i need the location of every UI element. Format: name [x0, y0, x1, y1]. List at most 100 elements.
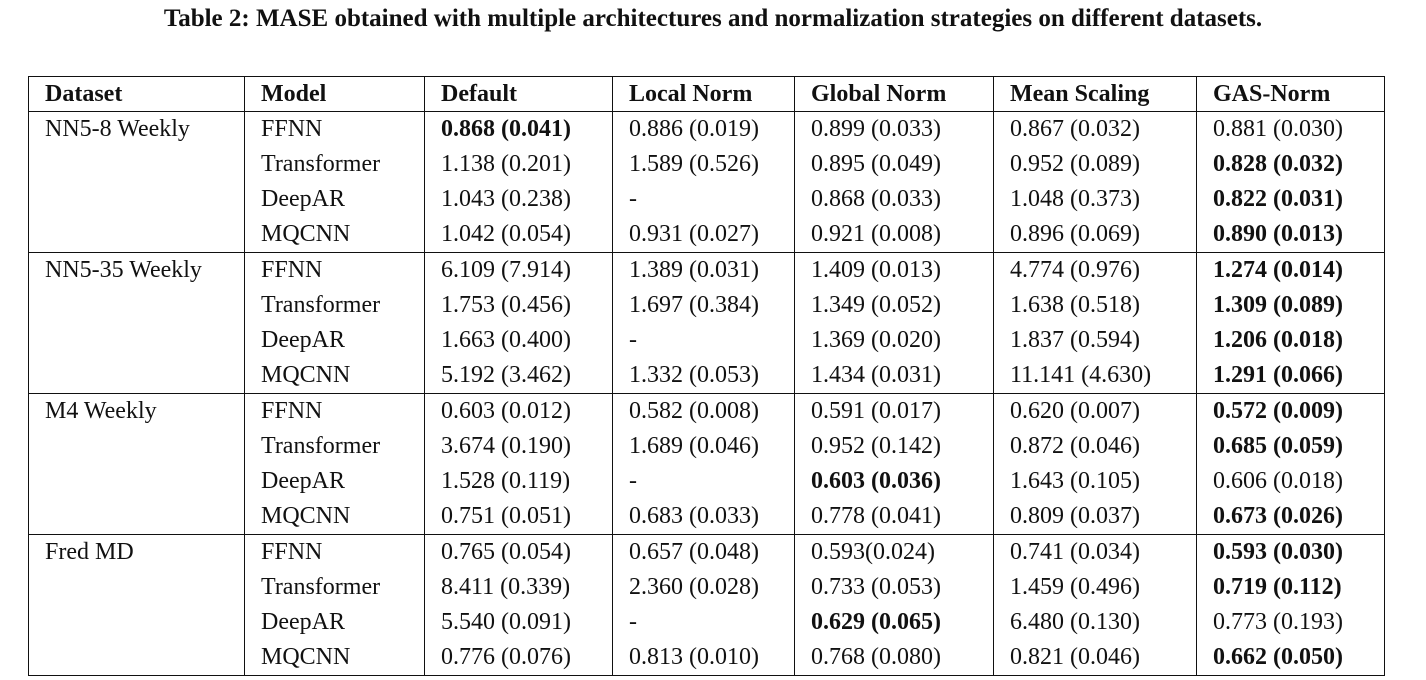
value-cell: 1.663 (0.400): [424, 323, 613, 358]
table-row: Transformer 1.138 (0.201) 1.589 (0.526) 0.8…: [28, 147, 1385, 182]
value-cell: 0.921 (0.008): [794, 217, 994, 253]
model-cell: FFNN: [244, 534, 425, 570]
value-cell: 0.931 (0.027): [612, 217, 795, 253]
table-row: DeepAR 1.663 (0.400) -1.369 (0.020) 1.837 (…: [28, 323, 1385, 358]
value-cell: 0.809 (0.037): [993, 499, 1197, 535]
value-cell: 1.589 (0.526): [612, 147, 795, 182]
dataset-cell: [28, 429, 245, 464]
value-cell: 0.768 (0.080): [794, 640, 994, 676]
header-dataset: Dataset: [28, 76, 245, 112]
value-cell: 11.141 (4.630): [993, 358, 1197, 394]
table-row: M4 Weekly FFNN 0.603 (0.012) 0.582 (0.008) 0…: [28, 393, 1385, 429]
value-cell: 0.952 (0.089): [993, 147, 1197, 182]
value-cell: 1.528 (0.119): [424, 464, 613, 499]
value-cell: 0.867 (0.032): [993, 111, 1197, 147]
table-row: NN5-8 Weekly FFNN 0.868 (0.041) 0.886 (0.01…: [28, 111, 1385, 147]
value-cell: 1.459 (0.496): [993, 570, 1197, 605]
dataset-cell: [28, 605, 245, 640]
dataset-cell: NN5-35 Weekly: [28, 252, 245, 288]
model-cell: DeepAR: [244, 323, 425, 358]
table-row: DeepAR 1.043 (0.238) -0.868 (0.033) 1.048 (…: [28, 182, 1385, 217]
value-cell: -: [612, 464, 795, 499]
value-cell: 0.603 (0.012): [424, 393, 613, 429]
value-cell: 0.582 (0.008): [612, 393, 795, 429]
value-cell: 0.868 (0.033): [794, 182, 994, 217]
value-cell: 1.291 (0.066): [1196, 358, 1385, 394]
value-cell: 1.837 (0.594): [993, 323, 1197, 358]
table-row: Fred MD FFNN 0.765 (0.054) 0.657 (0.048) 0.5…: [28, 534, 1385, 570]
value-cell: 0.776 (0.076): [424, 640, 613, 676]
model-cell: FFNN: [244, 111, 425, 147]
value-cell: 2.360 (0.028): [612, 570, 795, 605]
value-cell: 0.572 (0.009): [1196, 393, 1385, 429]
value-cell: 1.643 (0.105): [993, 464, 1197, 499]
header-gas-norm: GAS-Norm: [1196, 76, 1385, 112]
dataset-cell: [28, 147, 245, 182]
dataset-cell: [28, 499, 245, 535]
value-cell: 0.673 (0.026): [1196, 499, 1385, 535]
table-row: MQCNN 1.042 (0.054) 0.931 (0.027) 0.921 (0.…: [28, 217, 1385, 253]
value-cell: 5.192 (3.462): [424, 358, 613, 394]
dataset-cell: [28, 323, 245, 358]
value-cell: -: [612, 323, 795, 358]
table-row: Transformer 1.753 (0.456) 1.697 (0.384) 1.3…: [28, 288, 1385, 323]
value-cell: 1.042 (0.054): [424, 217, 613, 253]
dataset-cell: [28, 464, 245, 499]
value-cell: 0.868 (0.041): [424, 111, 613, 147]
model-cell: FFNN: [244, 393, 425, 429]
value-cell: 0.719 (0.112): [1196, 570, 1385, 605]
value-cell: 0.620 (0.007): [993, 393, 1197, 429]
header-local-norm: Local Norm: [612, 76, 795, 112]
header-mean-scaling: Mean Scaling: [993, 76, 1197, 112]
value-cell: 0.765 (0.054): [424, 534, 613, 570]
dataset-cell: M4 Weekly: [28, 393, 245, 429]
value-cell: 0.593(0.024): [794, 534, 994, 570]
value-cell: 0.822 (0.031): [1196, 182, 1385, 217]
dataset-cell: [28, 358, 245, 394]
value-cell: 0.886 (0.019): [612, 111, 795, 147]
dataset-cell: NN5-8 Weekly: [28, 111, 245, 147]
value-cell: 0.733 (0.053): [794, 570, 994, 605]
value-cell: 6.109 (7.914): [424, 252, 613, 288]
dataset-cell: [28, 182, 245, 217]
value-cell: 1.309 (0.089): [1196, 288, 1385, 323]
value-cell: 0.881 (0.030): [1196, 111, 1385, 147]
model-cell: FFNN: [244, 252, 425, 288]
value-cell: 0.896 (0.069): [993, 217, 1197, 253]
dataset-cell: [28, 217, 245, 253]
model-cell: DeepAR: [244, 605, 425, 640]
value-cell: 1.138 (0.201): [424, 147, 613, 182]
value-cell: 1.689 (0.046): [612, 429, 795, 464]
value-cell: 0.593 (0.030): [1196, 534, 1385, 570]
value-cell: 0.778 (0.041): [794, 499, 994, 535]
model-cell: Transformer: [244, 147, 425, 182]
dataset-cell: Fred MD: [28, 534, 245, 570]
model-cell: Transformer: [244, 288, 425, 323]
value-cell: 8.411 (0.339): [424, 570, 613, 605]
value-cell: 0.741 (0.034): [993, 534, 1197, 570]
value-cell: 1.332 (0.053): [612, 358, 795, 394]
value-cell: 1.274 (0.014): [1196, 252, 1385, 288]
table-row: Transformer 8.411 (0.339) 2.360 (0.028) 0.7…: [28, 570, 1385, 605]
value-cell: 0.813 (0.010): [612, 640, 795, 676]
header-global-norm: Global Norm: [794, 76, 994, 112]
table-row: MQCNN 5.192 (3.462) 1.332 (0.053) 1.434 (0.…: [28, 358, 1385, 394]
value-cell: 1.043 (0.238): [424, 182, 613, 217]
table-row: Transformer 3.674 (0.190) 1.689 (0.046) 0.9…: [28, 429, 1385, 464]
table-row: DeepAR 1.528 (0.119) -0.603 (0.036) 1.643 (…: [28, 464, 1385, 499]
value-cell: 0.685 (0.059): [1196, 429, 1385, 464]
table-row: DeepAR 5.540 (0.091) -0.629 (0.065) 6.480 (…: [28, 605, 1385, 640]
dataset-cell: [28, 640, 245, 676]
value-cell: 1.638 (0.518): [993, 288, 1197, 323]
table-body: NN5-8 Weekly FFNN 0.868 (0.041) 0.886 (0.01…: [28, 111, 1385, 676]
value-cell: 1.434 (0.031): [794, 358, 994, 394]
model-cell: DeepAR: [244, 464, 425, 499]
model-cell: MQCNN: [244, 217, 425, 253]
table-caption: Table 2: MASE obtained with multiple arc…: [163, 5, 1263, 32]
value-cell: 4.774 (0.976): [993, 252, 1197, 288]
model-cell: DeepAR: [244, 182, 425, 217]
value-cell: 0.629 (0.065): [794, 605, 994, 640]
model-cell: Transformer: [244, 429, 425, 464]
value-cell: 0.603 (0.036): [794, 464, 994, 499]
value-cell: 0.751 (0.051): [424, 499, 613, 535]
